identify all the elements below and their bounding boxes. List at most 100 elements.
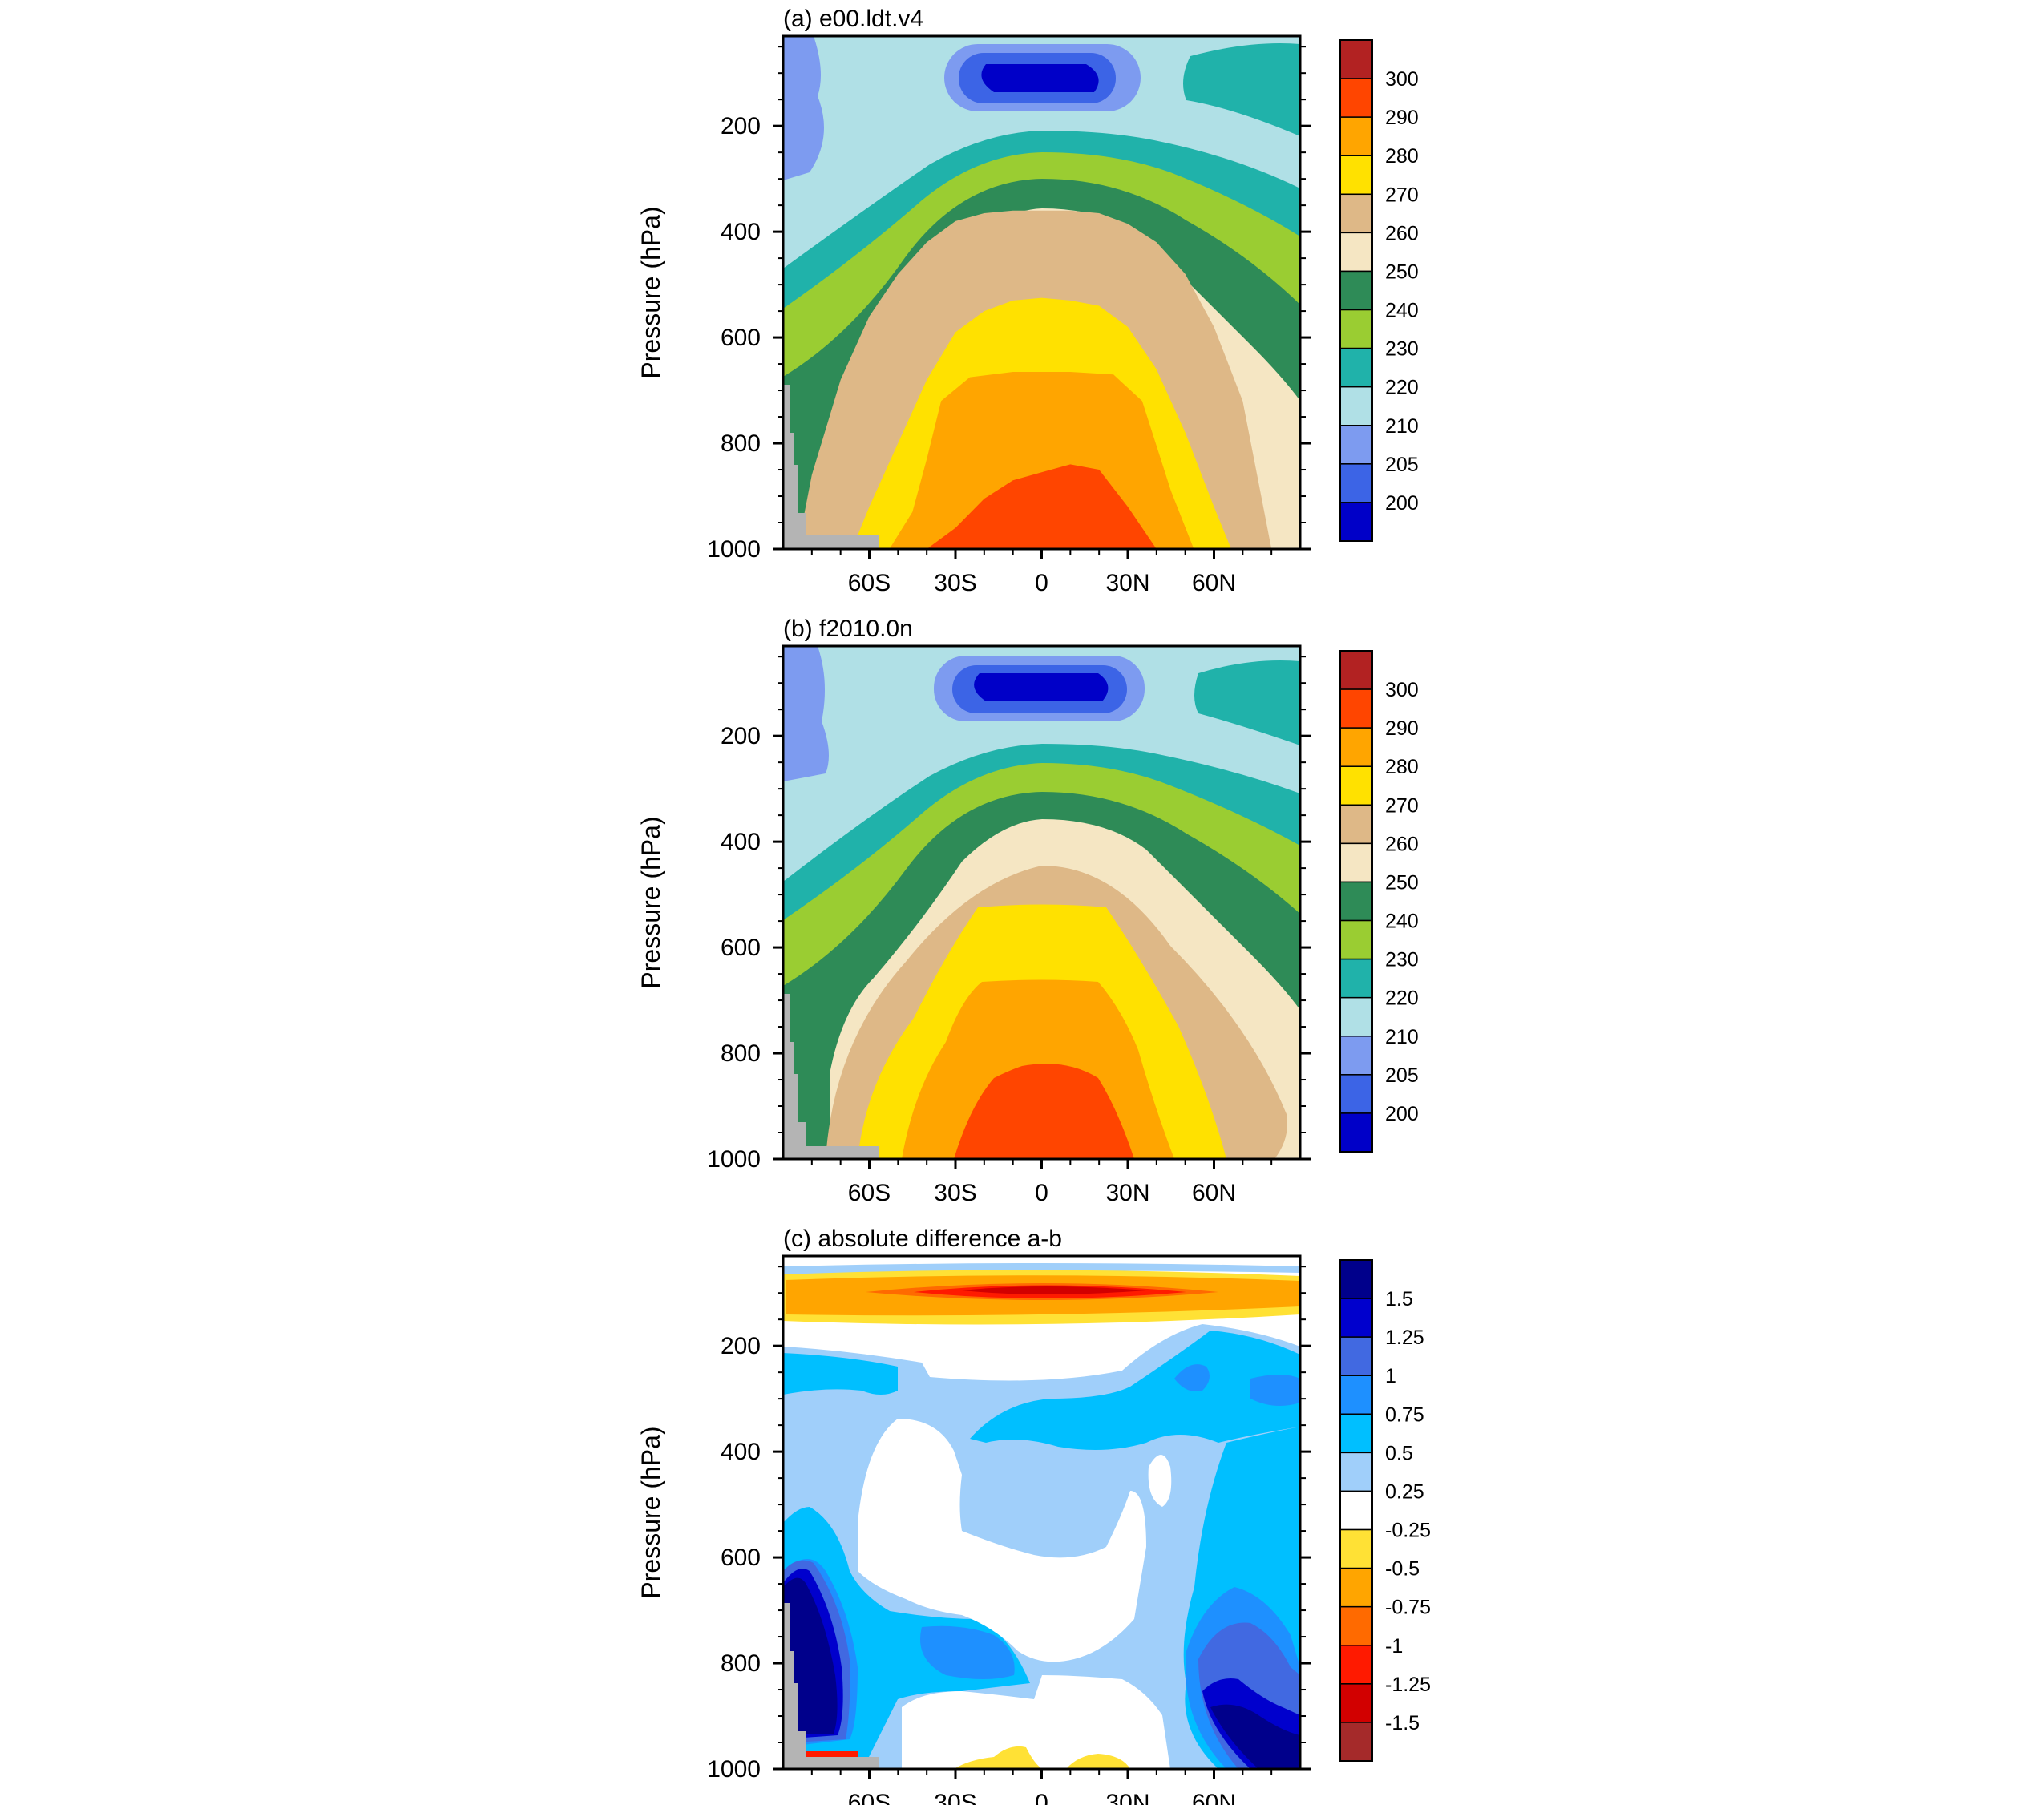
panel-a-field <box>783 36 1300 549</box>
colorbar-label: 210 <box>1385 1026 1419 1048</box>
colorbar-swatch <box>1339 1074 1373 1114</box>
band-025-05-surface-2 <box>1066 1754 1130 1769</box>
colorbar-label: 0.5 <box>1385 1442 1413 1464</box>
colorbar: 1.5 1.25 1 0.75 0.5 0.25 -0.25 -0.5 -0.75 -1 -1.25… <box>1339 1259 1431 1762</box>
x-tick-label: 30S <box>934 1790 976 1805</box>
colorbar-label: 280 <box>1385 145 1419 168</box>
panel-a-axes: (a) e00.ldt.v4 Pressure (hPa) 200 400 600 800… <box>636 6 1419 596</box>
panel-b <box>783 646 1300 1159</box>
colorbar-label: 300 <box>1385 68 1419 91</box>
colorbar-swatch <box>1339 804 1373 845</box>
band-neg025-025-interior <box>858 1419 1146 1662</box>
colorbar-label: 240 <box>1385 300 1419 322</box>
colorbar-label: 205 <box>1385 1064 1419 1087</box>
x-tick-label: 30S <box>934 1180 976 1206</box>
y-tick-label: 400 <box>721 1439 761 1465</box>
colorbar-label: 220 <box>1385 377 1419 399</box>
x-tick-label: 30S <box>934 570 976 596</box>
x-tick-label: 60S <box>848 570 891 596</box>
y-tick-label: 400 <box>721 219 761 245</box>
colorbar-label: 280 <box>1385 756 1419 778</box>
band-025-05-surface <box>954 1746 1042 1769</box>
panel-a <box>783 36 1300 549</box>
colorbar-label: 290 <box>1385 107 1419 129</box>
colorbar-swatch <box>1339 347 1373 388</box>
chart-title: (c) absolute difference a-b <box>783 1226 1062 1252</box>
terrain-mask <box>783 385 879 549</box>
colorbar: 300 290 280 270 260 250 240 230 220 210 205 200 <box>1339 39 1419 542</box>
colorbar-swatch <box>1339 765 1373 806</box>
colorbar-swatch <box>1339 1112 1373 1153</box>
colorbar-label: 220 <box>1385 987 1419 1010</box>
x-tick-label: 60S <box>848 1790 891 1805</box>
colorbar-label: 200 <box>1385 492 1419 515</box>
band-below-neg15-right <box>1210 1704 1300 1769</box>
colorbar-label: 290 <box>1385 717 1419 740</box>
x-tick-label: 60N <box>1192 570 1236 596</box>
colorbar-label: -0.25 <box>1385 1520 1431 1542</box>
y-tick-label: 1000 <box>707 1146 761 1173</box>
colorbar-swatch <box>1339 1452 1373 1492</box>
band-neg05-neg075-center <box>970 1331 1300 1450</box>
panel-c-field <box>783 1256 1300 1769</box>
x-tick-label: 60S <box>848 1180 891 1206</box>
colorbar-label: 300 <box>1385 679 1419 701</box>
colorbar-label: 250 <box>1385 260 1419 283</box>
band-neg025-025-bottom <box>902 1675 1170 1769</box>
colorbar-swatch <box>1339 116 1373 156</box>
colorbar-swatch <box>1339 727 1373 767</box>
y-axis-label: Pressure (hPa) <box>636 206 665 378</box>
x-tick-label: 0 <box>1035 570 1048 596</box>
colorbar-swatch <box>1339 232 1373 273</box>
colorbar: 300 290 280 270 260 250 240 230 220 210 205 200 <box>1339 650 1419 1153</box>
y-tick-label: 600 <box>721 935 761 961</box>
colorbar-label: 0.25 <box>1385 1480 1424 1503</box>
y-tick-label: 200 <box>721 1333 761 1359</box>
colorbar-label: 205 <box>1385 454 1419 476</box>
y-tick-label: 1000 <box>707 536 761 563</box>
colorbar-swatch <box>1339 650 1373 690</box>
terrain-mask <box>783 1603 879 1769</box>
colorbar-swatch <box>1339 1259 1373 1299</box>
colorbar-swatch <box>1339 386 1373 426</box>
colorbar-swatch <box>1339 463 1373 503</box>
y-tick-label: 800 <box>721 430 761 457</box>
chart-title: (a) e00.ldt.v4 <box>783 6 923 32</box>
colorbar-swatch <box>1339 958 1373 999</box>
colorbar-swatch <box>1339 1683 1373 1723</box>
panel-c <box>783 1256 1300 1769</box>
band-220-right-top <box>1194 660 1300 745</box>
colorbar-label: 260 <box>1385 222 1419 244</box>
colorbar-label: -1.5 <box>1385 1712 1420 1734</box>
band-neg125-neg15-right2 <box>1174 1364 1210 1391</box>
colorbar-label: 210 <box>1385 415 1419 438</box>
y-tick-label: 600 <box>721 1545 761 1571</box>
colorbar-frame <box>1339 39 1373 542</box>
colorbar-swatch <box>1339 842 1373 883</box>
panel-c-axes: (c) absolute difference a-b Pressure (hPa… <box>636 1226 1431 1805</box>
colorbar-label: 250 <box>1385 871 1419 894</box>
y-tick-label: 1000 <box>707 1756 761 1783</box>
panel-b-field <box>783 646 1300 1159</box>
colorbar-swatch <box>1339 193 1373 234</box>
colorbar-label: 270 <box>1385 794 1419 817</box>
chart-title: (b) f2010.0n <box>783 616 913 642</box>
y-tick-label: 800 <box>721 1040 761 1067</box>
colorbar-swatch <box>1339 1528 1373 1569</box>
colorbar-swatch <box>1339 1722 1373 1762</box>
band-neg075-neg1-topright <box>1250 1375 1300 1406</box>
colorbar-frame <box>1339 650 1373 1153</box>
band-205-left <box>783 646 829 781</box>
y-tick-label: 200 <box>721 113 761 139</box>
panel-b-axes: (b) f2010.0n Pressure (hPa) 200 400 600 800 10… <box>636 616 1419 1206</box>
terrain-mask <box>783 994 879 1159</box>
panel-a-contours <box>797 210 1272 549</box>
axes-layer: (a) e00.ldt.v4 Pressure (hPa) 200 400 600 800… <box>636 6 1431 1805</box>
band-below200-cap <box>981 64 1099 92</box>
contour-band-290 <box>927 464 1157 549</box>
colorbar-label: 1.5 <box>1385 1288 1413 1310</box>
colorbar-swatch <box>1339 688 1373 729</box>
y-tick-label: 800 <box>721 1650 761 1677</box>
colorbar-swatch <box>1339 881 1373 922</box>
colorbar-label: 270 <box>1385 184 1419 206</box>
